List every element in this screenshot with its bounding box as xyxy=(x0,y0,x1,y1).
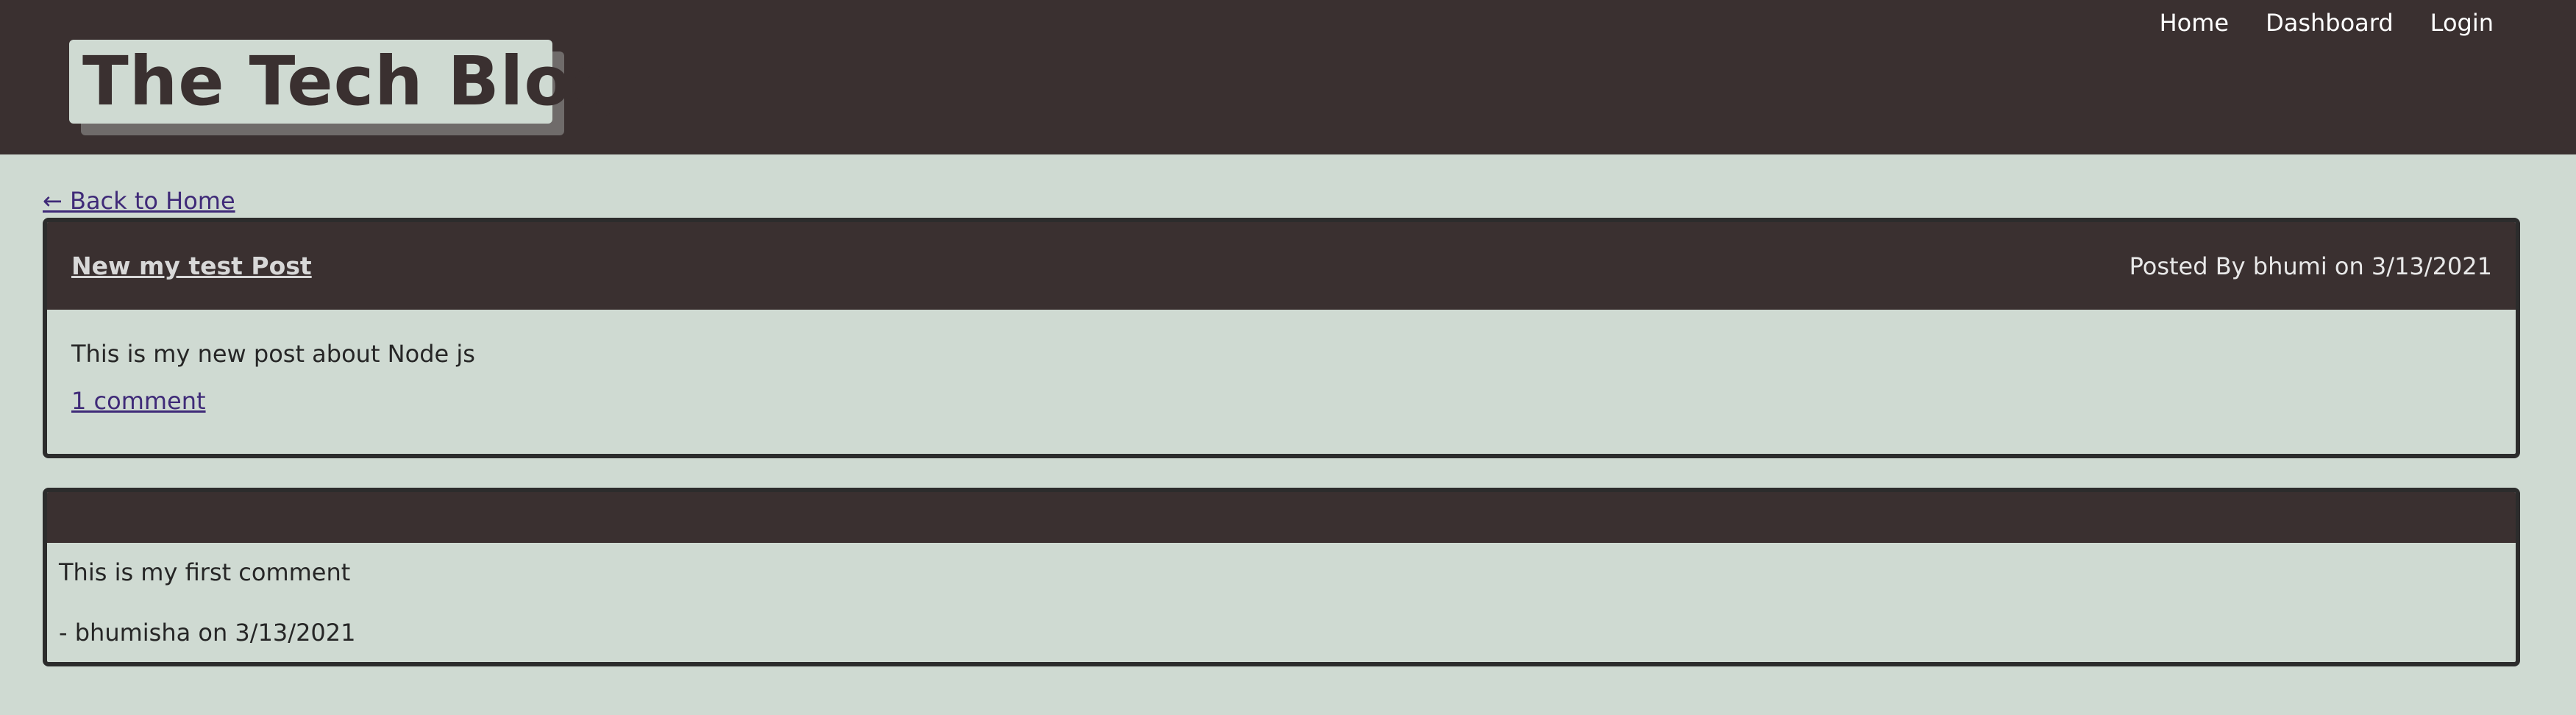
site-header: The Tech Blog Home Dashboard Login xyxy=(0,0,2576,154)
comment-text: This is my first comment xyxy=(59,558,351,586)
comment-body: This is my first comment - bhumisha on 3… xyxy=(47,543,2516,647)
back-to-home-link[interactable]: ← Back to Home xyxy=(43,187,235,215)
comment-card-header xyxy=(47,492,2516,543)
post-title-link[interactable]: New my test Post xyxy=(71,252,312,280)
comment-meta: - bhumisha on 3/13/2021 xyxy=(59,619,356,647)
main-nav: Home Dashboard Login xyxy=(2160,9,2494,37)
site-logo[interactable]: The Tech Blog xyxy=(69,40,619,124)
nav-login-link[interactable]: Login xyxy=(2430,9,2494,37)
post-meta: Posted By bhumi on 3/13/2021 xyxy=(2129,252,2492,280)
nav-home-link[interactable]: Home xyxy=(2159,9,2230,37)
logo-container: The Tech Blog xyxy=(69,40,619,135)
comment-count-link[interactable]: 1 comment xyxy=(71,387,206,415)
comment-card: This is my first comment - bhumisha on 3… xyxy=(43,488,2520,666)
post-card-header: New my test Post Posted By bhumi on 3/13… xyxy=(47,222,2516,310)
post-card: New my test Post Posted By bhumi on 3/13… xyxy=(43,218,2520,458)
post-body: This is my new post about Node js 1 comm… xyxy=(47,310,2516,416)
post-content: This is my new post about Node js xyxy=(71,340,475,368)
nav-dashboard-link[interactable]: Dashboard xyxy=(2266,9,2394,37)
